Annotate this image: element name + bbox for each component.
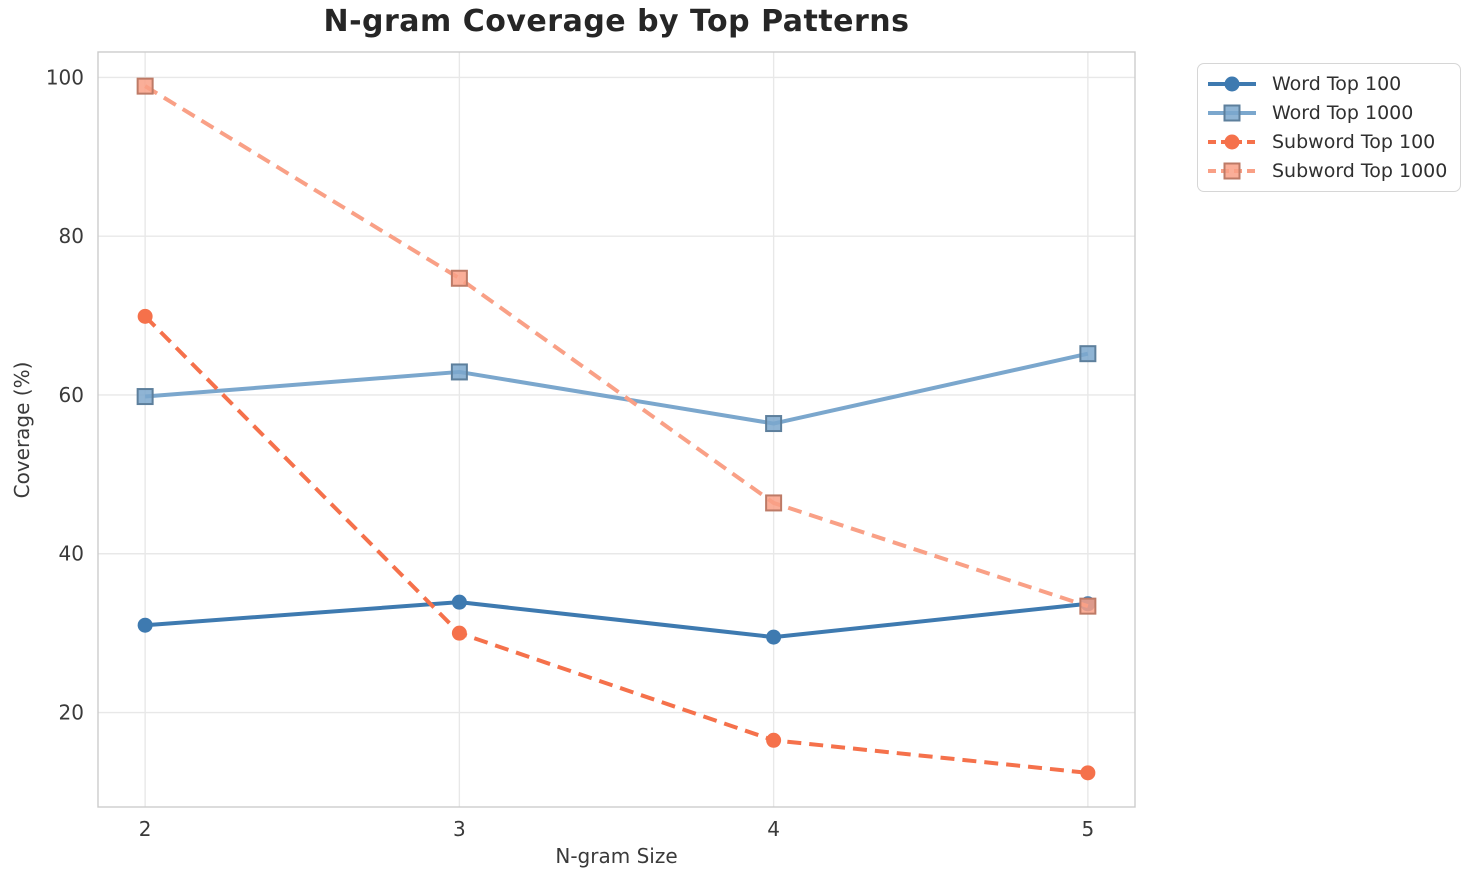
legend-line-sample-subword-top-100 [1208,134,1256,150]
y-tick-label: 100 [46,65,84,89]
data-point-marker-word-top-1000 [765,415,783,433]
chart-title: N-gram Coverage by Top Patterns [323,4,910,39]
legend-sample-marker-square [1223,162,1241,180]
data-point-marker-word-top-1000 [1079,345,1097,363]
legend-line-sample-word-top-1000 [1208,104,1256,122]
legend-item-subword-top-1000: Subword Top 1000 [1206,156,1450,185]
data-point-marker-subword-top-1000 [1079,597,1097,615]
legend-sample-marker-circle [1224,76,1240,92]
x-tick-label: 2 [139,817,152,841]
y-tick-label: 60 [59,383,84,407]
data-point-marker-word-top-100 [766,629,782,645]
data-point-marker-subword-top-1000 [450,269,468,287]
data-point-marker-word-top-100 [451,594,467,610]
y-tick-label: 40 [59,542,84,566]
series-line-word-top-1000 [144,351,1089,426]
legend-sample-marker-square [1223,104,1241,122]
legend-line-sample-subword-top-1000 [1208,162,1256,180]
legend-sample-marker-circle [1224,134,1240,150]
data-point-marker-subword-top-100 [451,625,467,641]
x-tick-label: 3 [453,817,466,841]
data-point-marker-subword-top-100 [766,732,782,748]
legend-line-sample-word-top-100 [1208,76,1256,92]
x-tick-label: 4 [767,817,780,841]
y-axis-label: Coverage (%) [10,361,34,499]
series-line-subword-top-1000 [144,84,1089,609]
series-line-subword-top-100 [143,314,1089,775]
data-point-marker-subword-top-100 [1080,765,1096,781]
x-axis-label: N-gram Size [555,844,678,868]
plot-border [97,51,1136,808]
x-tick-label: 5 [1081,817,1094,841]
data-point-marker-word-top-1000 [136,388,154,406]
y-tick-label: 20 [59,701,84,725]
legend-item-word-top-100: Word Top 100 [1206,70,1450,99]
data-point-marker-subword-top-1000 [136,77,154,95]
data-point-marker-subword-top-100 [137,308,153,324]
legend-label: Word Top 1000 [1272,102,1414,125]
legend-label: Word Top 100 [1272,73,1402,96]
legend-item-word-top-1000: Word Top 1000 [1206,99,1450,128]
legend-item-subword-top-100: Subword Top 100 [1206,128,1450,157]
data-point-marker-word-top-100 [137,617,153,633]
legend: Word Top 100 Word Top 1000 Subword Top 100… [1197,63,1461,192]
data-point-marker-word-top-1000 [450,363,468,381]
legend-label: Subword Top 1000 [1272,159,1448,182]
data-point-marker-subword-top-1000 [765,494,783,512]
legend-label: Subword Top 100 [1272,130,1436,153]
y-tick-label: 80 [59,224,84,248]
series-line-word-top-100 [144,600,1089,640]
